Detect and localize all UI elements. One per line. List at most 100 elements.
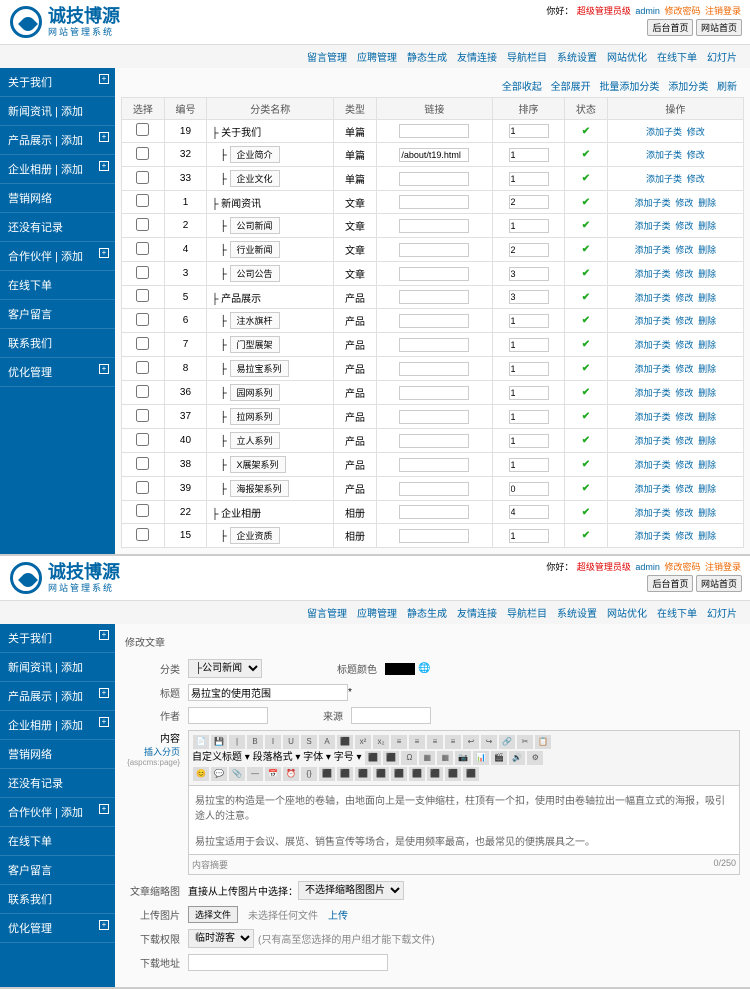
sort-input[interactable] xyxy=(509,482,549,496)
row-ops[interactable]: 添加子类 修改 删除 xyxy=(607,262,743,286)
auth-select[interactable]: 临时游客 xyxy=(188,929,254,948)
sort-input[interactable] xyxy=(509,386,549,400)
row-checkbox[interactable] xyxy=(136,242,149,255)
link-input[interactable] xyxy=(399,338,469,352)
insert-page-link[interactable]: 插入分页 xyxy=(144,747,180,757)
nav-link[interactable]: 在线下单 xyxy=(657,53,697,64)
sidebar-item[interactable]: 合作伙伴 | 添加+ xyxy=(0,798,115,827)
sidebar-item[interactable]: 在线下单 xyxy=(0,827,115,856)
row-checkbox[interactable] xyxy=(136,194,149,207)
expand-icon[interactable]: + xyxy=(99,717,109,727)
link-input[interactable] xyxy=(399,267,469,281)
link-input[interactable] xyxy=(399,482,469,496)
sidebar-item[interactable]: 还没有记录 xyxy=(0,769,115,798)
batch-add[interactable]: 批量添加分类 xyxy=(599,82,659,93)
collapse-all[interactable]: 全部收起 xyxy=(502,82,542,93)
nav-link[interactable]: 静态生成 xyxy=(407,53,447,64)
sort-input[interactable] xyxy=(509,172,549,186)
refresh[interactable]: 刷新 xyxy=(717,82,737,93)
row-ops[interactable]: 添加子类 修改 xyxy=(607,120,743,143)
link-input[interactable] xyxy=(399,386,469,400)
link-input[interactable] xyxy=(399,148,469,162)
row-checkbox[interactable] xyxy=(136,218,149,231)
add-category[interactable]: 添加分类 xyxy=(668,82,708,93)
row-ops[interactable]: 添加子类 修改 删除 xyxy=(607,453,743,477)
user-link[interactable]: admin xyxy=(635,6,660,16)
nav-link[interactable]: 应聘管理 xyxy=(357,53,397,64)
sidebar-item[interactable]: 营销网络 xyxy=(0,184,115,213)
nav-link[interactable]: 留言管理 xyxy=(307,53,347,64)
link-input[interactable] xyxy=(399,314,469,328)
row-checkbox[interactable] xyxy=(136,266,149,279)
expand-icon[interactable]: + xyxy=(99,630,109,640)
thumb-select[interactable]: 不选择缩略图图片 xyxy=(298,881,404,900)
sort-input[interactable] xyxy=(509,124,549,138)
expand-icon[interactable]: + xyxy=(99,364,109,374)
row-checkbox[interactable] xyxy=(136,337,149,350)
sidebar-item[interactable]: 新闻资讯 | 添加 xyxy=(0,653,115,682)
sidebar-item[interactable]: 还没有记录 xyxy=(0,213,115,242)
editor-toolbar[interactable]: 📄💾|BIUSA⬛x²x₂≡≡≡≡↩↪🔗✂📋 自定义标题 ▾ 段落格式 ▾ 字体… xyxy=(188,730,740,786)
author-input[interactable] xyxy=(188,707,268,724)
row-checkbox[interactable] xyxy=(136,457,149,470)
editor-body[interactable]: 易拉宝的构造是一个座地的卷轴，由地面向上是一支伸缩柱，柱顶有一个扣，使用时由卷轴… xyxy=(188,786,740,855)
nav-link[interactable]: 幻灯片 xyxy=(707,609,737,620)
title-input[interactable] xyxy=(188,684,348,701)
nav-link[interactable]: 导航栏目 xyxy=(507,609,547,620)
sidebar-item[interactable]: 客户留言 xyxy=(0,856,115,885)
sidebar-item[interactable]: 在线下单 xyxy=(0,271,115,300)
expand-icon[interactable]: + xyxy=(99,74,109,84)
sidebar-item[interactable]: 产品展示 | 添加+ xyxy=(0,682,115,711)
row-ops[interactable]: 添加子类 修改 删除 xyxy=(607,309,743,333)
sidebar-item[interactable]: 关于我们+ xyxy=(0,624,115,653)
link-input[interactable] xyxy=(399,410,469,424)
sidebar-item[interactable]: 企业相册 | 添加+ xyxy=(0,155,115,184)
sort-input[interactable] xyxy=(509,290,549,304)
sort-input[interactable] xyxy=(509,505,549,519)
sort-input[interactable] xyxy=(509,219,549,233)
color-swatch[interactable] xyxy=(385,663,415,675)
logout-link[interactable]: 注销登录 xyxy=(705,6,741,16)
row-checkbox[interactable] xyxy=(136,385,149,398)
sort-input[interactable] xyxy=(509,195,549,209)
row-ops[interactable]: 添加子类 修改 xyxy=(607,143,743,167)
sidebar-item[interactable]: 客户留言 xyxy=(0,300,115,329)
row-checkbox[interactable] xyxy=(136,528,149,541)
row-ops[interactable]: 添加子类 修改 删除 xyxy=(607,214,743,238)
admin-home-button[interactable]: 后台首页 xyxy=(647,19,693,36)
sidebar-item[interactable]: 优化管理+ xyxy=(0,914,115,943)
nav-link[interactable]: 幻灯片 xyxy=(707,53,737,64)
download-url-input[interactable] xyxy=(188,954,388,971)
expand-icon[interactable]: + xyxy=(99,920,109,930)
color-picker-icon[interactable]: 🌐 xyxy=(418,663,430,674)
link-input[interactable] xyxy=(399,362,469,376)
row-checkbox[interactable] xyxy=(136,171,149,184)
sidebar-item[interactable]: 新闻资讯 | 添加 xyxy=(0,97,115,126)
sort-input[interactable] xyxy=(509,458,549,472)
row-checkbox[interactable] xyxy=(136,433,149,446)
row-ops[interactable]: 添加子类 修改 删除 xyxy=(607,357,743,381)
nav-link[interactable]: 系统设置 xyxy=(557,609,597,620)
expand-all[interactable]: 全部展开 xyxy=(551,82,591,93)
link-input[interactable] xyxy=(399,172,469,186)
nav-link[interactable]: 友情连接 xyxy=(457,609,497,620)
row-ops[interactable]: 添加子类 修改 删除 xyxy=(607,405,743,429)
link-input[interactable] xyxy=(399,243,469,257)
sort-input[interactable] xyxy=(509,410,549,424)
nav-link[interactable]: 导航栏目 xyxy=(507,53,547,64)
expand-icon[interactable]: + xyxy=(99,161,109,171)
link-input[interactable] xyxy=(399,195,469,209)
sort-input[interactable] xyxy=(509,529,549,543)
role-link[interactable]: 超级管理员级 xyxy=(577,6,631,16)
row-ops[interactable]: 添加子类 修改 删除 xyxy=(607,477,743,501)
nav-link[interactable]: 在线下单 xyxy=(657,609,697,620)
source-input[interactable] xyxy=(351,707,431,724)
nav-link[interactable]: 静态生成 xyxy=(407,609,447,620)
sort-input[interactable] xyxy=(509,148,549,162)
link-input[interactable] xyxy=(399,124,469,138)
row-checkbox[interactable] xyxy=(136,504,149,517)
link-input[interactable] xyxy=(399,290,469,304)
expand-icon[interactable]: + xyxy=(99,688,109,698)
row-checkbox[interactable] xyxy=(136,123,149,136)
sidebar-item[interactable]: 企业相册 | 添加+ xyxy=(0,711,115,740)
